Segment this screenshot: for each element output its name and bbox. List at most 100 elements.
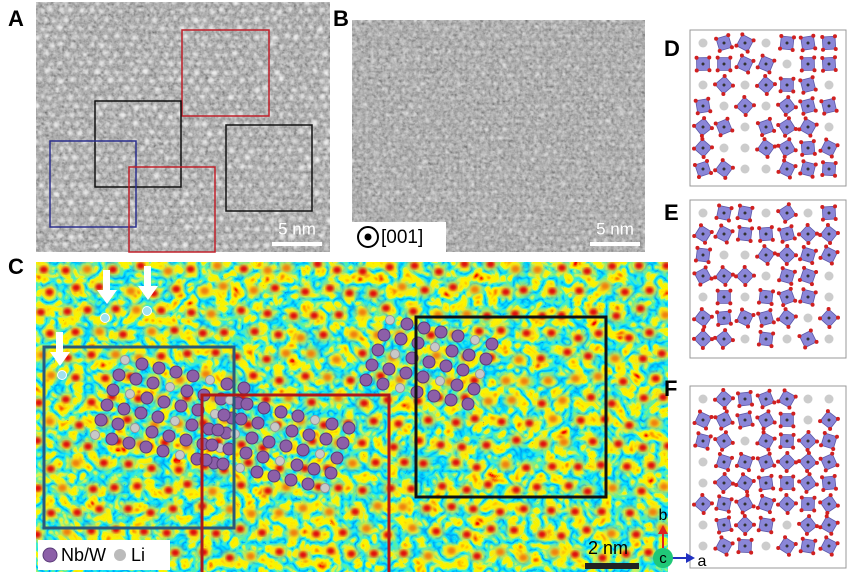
scale-bar-label: 2 nm — [588, 538, 628, 558]
oxygen — [721, 490, 725, 494]
metal — [807, 168, 810, 171]
oxygen — [813, 46, 817, 50]
atom-column — [448, 19, 453, 24]
oxygen — [777, 291, 781, 295]
peak-core — [133, 483, 141, 490]
atom-column — [593, 176, 597, 180]
peak-core — [319, 331, 327, 338]
atom-column — [258, 198, 263, 203]
atom-column — [369, 160, 373, 164]
atom-column — [552, 135, 555, 138]
li-atom — [271, 423, 280, 432]
nbw-atom — [158, 396, 170, 408]
atom-column — [83, 52, 88, 57]
atom-column — [383, 120, 386, 123]
atom-column — [489, 245, 493, 249]
peak-core — [510, 527, 518, 534]
nbw-atom — [217, 458, 229, 470]
atom-column — [480, 136, 484, 140]
atom-column — [427, 214, 431, 218]
atom-column — [643, 88, 646, 91]
atom-column — [389, 182, 394, 187]
atom-column — [495, 33, 500, 38]
atom-column — [404, 19, 407, 22]
atom-column — [547, 190, 552, 195]
atom-column — [596, 73, 600, 77]
atom-column — [579, 245, 582, 248]
atom-column — [396, 253, 401, 258]
metal — [723, 524, 726, 527]
atom-column — [444, 73, 448, 77]
atom-column — [74, 191, 80, 197]
metal — [744, 317, 747, 320]
atom-column — [517, 198, 522, 203]
atom-column — [387, 158, 391, 162]
atom-column — [202, 140, 207, 145]
oxygen — [714, 37, 718, 41]
atom-column — [138, 59, 143, 64]
atom-column — [467, 96, 471, 100]
atom-column — [228, 94, 234, 100]
atom-column — [319, 60, 324, 65]
peak-core — [199, 330, 207, 337]
atom-column — [485, 127, 489, 131]
peak-core — [327, 547, 335, 554]
atom-column — [535, 183, 540, 188]
atom-column — [508, 134, 512, 138]
metal — [828, 503, 831, 506]
atom-column — [60, 146, 65, 151]
legend-label: Nb/W — [61, 545, 106, 565]
oxygen — [759, 488, 763, 492]
nbw-atom — [275, 406, 287, 418]
atom-column — [382, 87, 387, 92]
atom-column — [425, 118, 430, 123]
atom-column — [143, 242, 148, 247]
peak-core — [398, 283, 406, 290]
oxygen — [710, 277, 714, 281]
atom-column — [494, 144, 498, 148]
atom-column — [47, 250, 53, 256]
peak-core — [597, 462, 605, 469]
nbw-atom — [221, 378, 233, 390]
oxygen — [742, 95, 746, 99]
oxygen — [833, 55, 837, 59]
atom-column — [625, 135, 630, 140]
oxygen — [728, 68, 732, 72]
atom-column — [557, 237, 561, 241]
atom-column — [133, 105, 139, 111]
peak-core — [282, 265, 290, 272]
atom-column — [228, 165, 232, 169]
atom-column — [335, 138, 340, 143]
atom-column — [53, 52, 57, 56]
atom-column — [619, 50, 623, 54]
nbw-atom — [147, 377, 159, 389]
atom-column — [323, 139, 329, 145]
atom-column — [114, 70, 119, 75]
atom-column — [553, 56, 558, 61]
oxygen — [709, 171, 713, 175]
atom-column — [430, 35, 434, 39]
li-site — [804, 416, 813, 425]
atom-column — [557, 96, 561, 100]
nbw-atom — [246, 432, 258, 444]
oxygen — [801, 48, 805, 52]
atom-column — [603, 113, 606, 116]
atom-column — [647, 253, 651, 257]
oxygen — [836, 504, 840, 508]
atom-column — [230, 217, 234, 221]
oxygen — [756, 65, 760, 69]
atom-column — [419, 182, 423, 186]
atom-column — [579, 168, 583, 172]
atom-column — [130, 201, 135, 206]
atom-column — [602, 17, 606, 21]
atom-column — [414, 49, 419, 54]
atom-column — [615, 184, 619, 188]
atom-column — [175, 86, 180, 91]
peak-core — [399, 503, 407, 510]
peak-core — [473, 464, 481, 471]
atom-column — [432, 95, 437, 100]
atom-column — [60, 129, 65, 134]
oxygen — [731, 441, 735, 445]
peak-core — [482, 442, 490, 449]
atom-column — [303, 141, 307, 145]
